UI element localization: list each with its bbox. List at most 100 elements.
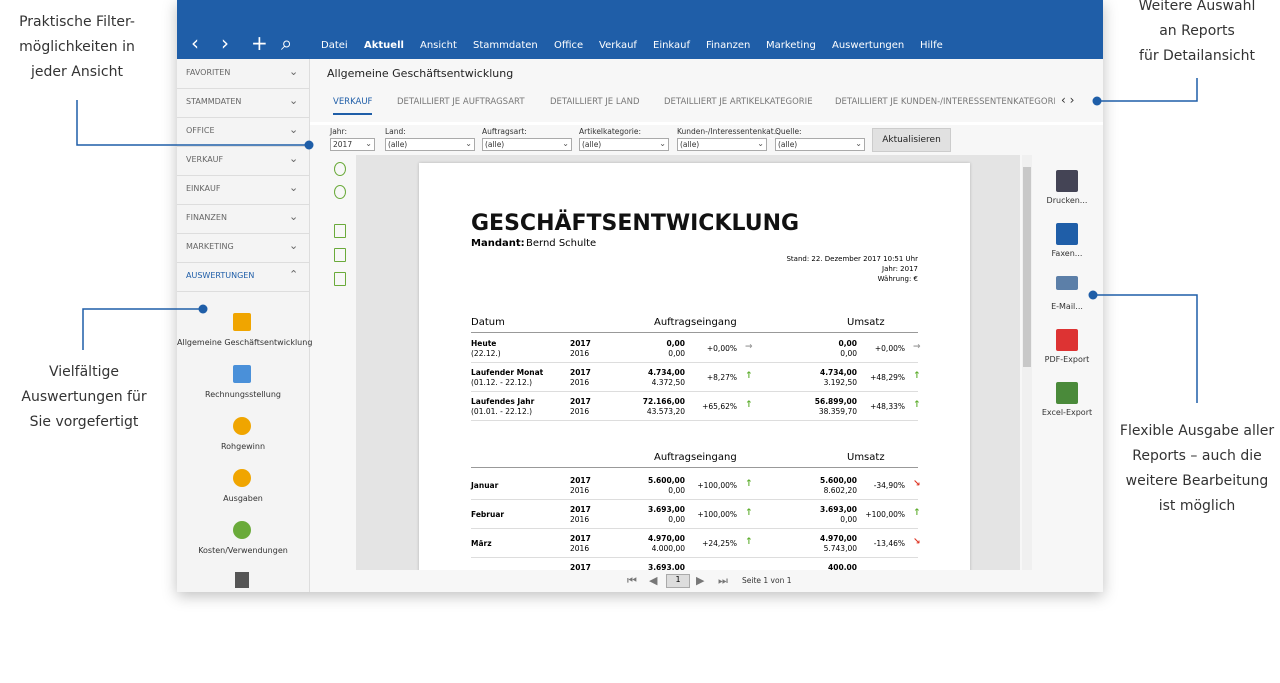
report-item-label[interactable]: Allgemeine Geschäftsentwicklung bbox=[177, 338, 313, 347]
filter-label: Land: bbox=[385, 127, 406, 136]
menu-item[interactable]: Datei bbox=[321, 40, 348, 51]
sidebar-section[interactable] bbox=[177, 88, 309, 118]
menu-item[interactable]: Marketing bbox=[766, 40, 816, 51]
sidebar-section[interactable] bbox=[177, 117, 309, 147]
sidebar-section[interactable] bbox=[177, 262, 309, 292]
sidebar-section-label[interactable]: FINANZEN bbox=[186, 213, 227, 222]
sales-change: -34,90% bbox=[873, 481, 905, 490]
pager-page[interactable]: 1 bbox=[666, 574, 690, 588]
menu-item[interactable]: Hilfe bbox=[920, 40, 943, 51]
pager-button[interactable]: ▶ bbox=[696, 574, 705, 587]
report-item-label[interactable]: Kosten/Verwendungen bbox=[198, 546, 288, 555]
viewer-tool[interactable] bbox=[334, 185, 346, 199]
dropdown-arrow[interactable]: ⌄ bbox=[365, 139, 372, 148]
report-icon[interactable] bbox=[233, 469, 251, 487]
menu-item[interactable]: Aktuell bbox=[364, 40, 404, 51]
tool-icon[interactable] bbox=[235, 572, 249, 588]
viewer-tool[interactable] bbox=[334, 224, 346, 238]
sidebar-section[interactable] bbox=[177, 146, 309, 176]
menu-item[interactable]: Finanzen bbox=[706, 40, 751, 51]
nav-button[interactable]: ‹ bbox=[191, 31, 199, 55]
sidebar-section[interactable] bbox=[177, 175, 309, 205]
menu-item[interactable]: Auswertungen bbox=[832, 40, 905, 51]
dropdown-arrow[interactable]: ⌄ bbox=[757, 139, 764, 148]
trend-arrow: ↑ bbox=[745, 508, 753, 518]
filter-select[interactable]: (alle) ⌄ bbox=[579, 138, 669, 151]
report-icon[interactable] bbox=[233, 365, 251, 383]
viewer-tool[interactable] bbox=[334, 248, 346, 262]
sidebar-section-label[interactable]: FAVORITEN bbox=[186, 68, 231, 77]
pager-button[interactable]: ⏮ bbox=[627, 574, 637, 587]
filter-value[interactable]: (alle) bbox=[680, 140, 700, 149]
filter-select[interactable]: (alle) ⌄ bbox=[385, 138, 475, 151]
nav-button[interactable]: + bbox=[251, 31, 268, 55]
refresh-button[interactable]: Aktualisieren bbox=[872, 128, 951, 152]
filter-select[interactable]: (alle) ⌄ bbox=[775, 138, 865, 151]
tab[interactable]: VERKAUF bbox=[333, 97, 373, 115]
dropdown-arrow[interactable]: ⌄ bbox=[562, 139, 569, 148]
dropdown-arrow[interactable]: ⌄ bbox=[855, 139, 862, 148]
filter-value[interactable]: (alle) bbox=[778, 140, 798, 149]
viewer-tool[interactable] bbox=[334, 272, 346, 286]
tab[interactable]: DETAILLIERT JE LAND bbox=[550, 97, 640, 107]
year: 2016 bbox=[570, 378, 590, 387]
menu-item[interactable]: Einkauf bbox=[653, 40, 691, 51]
dropdown-arrow[interactable]: ⌄ bbox=[465, 139, 472, 148]
sidebar-section-label[interactable]: OFFICE bbox=[186, 126, 215, 135]
sidebar-section[interactable] bbox=[177, 59, 309, 89]
report-icon[interactable] bbox=[233, 521, 251, 539]
filter-value[interactable]: (alle) bbox=[485, 140, 505, 149]
row-label: Heute bbox=[471, 339, 497, 348]
tab[interactable]: DETAILLIERT JE AUFTRAGSART bbox=[397, 97, 525, 107]
pager-button[interactable]: ⏭ bbox=[718, 574, 728, 587]
filter-select[interactable]: 2017 ⌄ bbox=[330, 138, 375, 151]
report-icon[interactable] bbox=[233, 417, 251, 435]
filter-value[interactable]: (alle) bbox=[388, 140, 408, 149]
action-icon[interactable] bbox=[1056, 223, 1078, 245]
menu-item[interactable]: Stammdaten bbox=[473, 40, 538, 51]
action-icon[interactable] bbox=[1056, 276, 1078, 290]
sidebar-section-label[interactable]: STAMMDATEN bbox=[186, 97, 242, 106]
menu-item[interactable]: Verkauf bbox=[599, 40, 637, 51]
sales-value: 5.743,00 bbox=[823, 544, 857, 553]
menu-item[interactable]: Ansicht bbox=[420, 40, 457, 51]
sidebar-section[interactable] bbox=[177, 233, 309, 263]
tab[interactable]: DETAILLIERT JE ARTIKELKATEGORIE bbox=[664, 97, 813, 107]
action-icon[interactable] bbox=[1056, 170, 1078, 192]
report-icon[interactable] bbox=[233, 313, 251, 331]
report-item-label[interactable]: Rohgewinn bbox=[220, 442, 266, 451]
action-icon[interactable] bbox=[1056, 329, 1078, 351]
action-icon[interactable] bbox=[1056, 382, 1078, 404]
filter-select[interactable]: (alle) ⌄ bbox=[677, 138, 767, 151]
nav-button[interactable]: › bbox=[221, 31, 229, 55]
chevron: ⌄ bbox=[289, 181, 299, 194]
order-value: 3.693,00 bbox=[647, 505, 685, 514]
sidebar-section-label[interactable]: VERKAUF bbox=[186, 155, 224, 164]
tab-scroll[interactable]: ‹ › bbox=[1057, 93, 1079, 107]
action-label[interactable]: Excel-Export bbox=[1041, 408, 1093, 417]
pager-button[interactable]: ◀ bbox=[649, 574, 658, 587]
annotation-text: ist möglich bbox=[1158, 498, 1236, 514]
row-sublabel: (01.01. - 22.12.) bbox=[471, 407, 533, 416]
sidebar-section-label[interactable]: AUSWERTUNGEN bbox=[186, 271, 255, 280]
viewer-tool[interactable] bbox=[334, 162, 346, 176]
dropdown-arrow[interactable]: ⌄ bbox=[659, 139, 666, 148]
sidebar-section[interactable] bbox=[177, 204, 309, 234]
row-label: Laufender Monat bbox=[471, 368, 544, 377]
col-header: Umsatz bbox=[847, 452, 885, 463]
filter-select[interactable]: (alle) ⌄ bbox=[482, 138, 572, 151]
menu-item[interactable]: Office bbox=[554, 40, 584, 51]
action-label[interactable]: E-Mail... bbox=[1051, 302, 1083, 311]
filter-value[interactable]: 2017 bbox=[333, 140, 353, 149]
filter-value[interactable]: (alle) bbox=[582, 140, 602, 149]
sidebar-section-label[interactable]: MARKETING bbox=[186, 242, 234, 251]
report-item-label[interactable]: Rechnungsstellung bbox=[205, 390, 281, 399]
report-item-label[interactable]: Ausgaben bbox=[223, 494, 263, 503]
action-label[interactable]: PDF-Export bbox=[1044, 355, 1090, 364]
action-label[interactable]: Drucken... bbox=[1046, 196, 1088, 205]
row-rule bbox=[471, 391, 918, 392]
sidebar-section-label[interactable]: EINKAUF bbox=[186, 184, 221, 193]
tab[interactable]: DETAILLIERT JE KUNDEN-/INTERESSENTENKATE… bbox=[835, 97, 1055, 107]
nav-button[interactable]: ⌕ bbox=[281, 31, 293, 55]
action-label[interactable]: Faxen... bbox=[1051, 249, 1083, 258]
